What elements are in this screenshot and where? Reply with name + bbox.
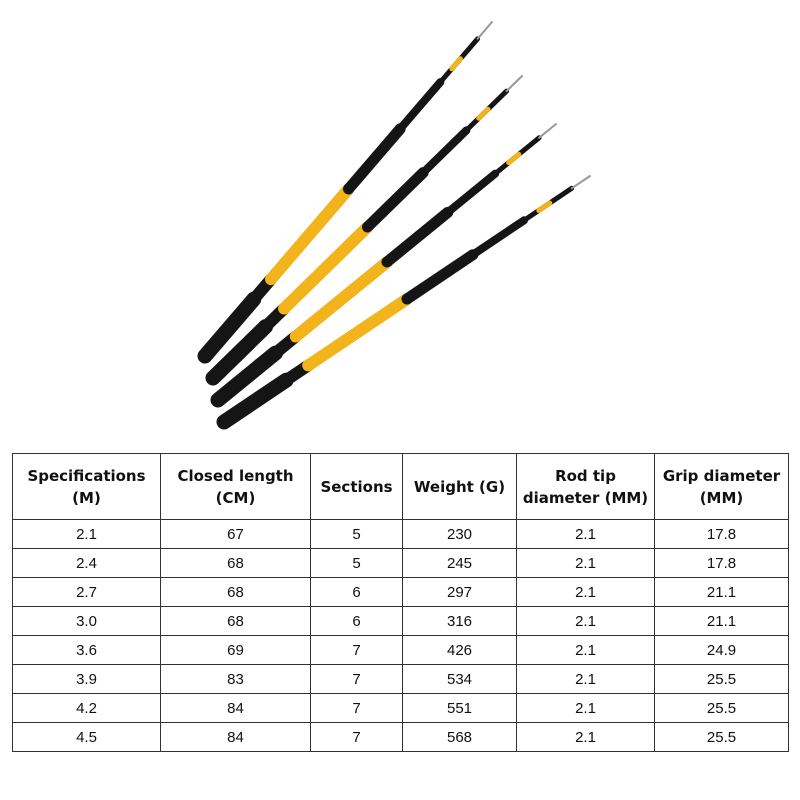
rod-tip bbox=[538, 123, 557, 139]
rod-grip bbox=[216, 372, 294, 430]
table-cell: 230 bbox=[402, 519, 517, 549]
table-cell: 25.5 bbox=[654, 693, 789, 723]
rod-label bbox=[536, 200, 553, 213]
table-cell: 7 bbox=[310, 635, 403, 665]
table-cell: 25.5 bbox=[654, 664, 789, 694]
rod-label bbox=[449, 56, 463, 72]
table-cell: 5 bbox=[310, 548, 403, 578]
rod-section bbox=[396, 78, 445, 133]
column-header: Rod tip diameter (MM) bbox=[516, 453, 655, 520]
table-cell: 2.1 bbox=[516, 606, 655, 636]
table-cell: 68 bbox=[160, 606, 311, 636]
table-cell: 68 bbox=[160, 548, 311, 578]
table-cell: 21.1 bbox=[654, 577, 789, 607]
rod-yellow-section bbox=[278, 221, 374, 315]
table-cell: 568 bbox=[402, 722, 517, 752]
table-cell: 21.1 bbox=[654, 606, 789, 636]
table-cell: 2.1 bbox=[516, 722, 655, 752]
rod-label bbox=[506, 151, 522, 166]
fishing-rods-image bbox=[197, 21, 591, 430]
table-cell: 426 bbox=[402, 635, 517, 665]
table-cell: 2.1 bbox=[516, 577, 655, 607]
table-cell: 2.1 bbox=[516, 664, 655, 694]
rod-section bbox=[362, 167, 429, 233]
table-cell: 7 bbox=[310, 722, 403, 752]
rod-grip bbox=[205, 319, 274, 386]
rod-tip bbox=[570, 175, 591, 190]
table-row: 3.0 68 6 316 2.1 21.1 bbox=[12, 606, 789, 636]
table-cell: 297 bbox=[402, 577, 517, 607]
table-cell: 7 bbox=[310, 693, 403, 723]
table-cell: 3.9 bbox=[12, 664, 161, 694]
table-cell: 3.6 bbox=[12, 635, 161, 665]
rod-yellow-section bbox=[265, 183, 355, 286]
table-cell: 245 bbox=[402, 548, 517, 578]
table-cell: 4.2 bbox=[12, 693, 161, 723]
rod-section bbox=[381, 206, 454, 268]
spec-table: Specifications (M) Closed length (CM) Sect… bbox=[12, 453, 789, 752]
table-cell: 6 bbox=[310, 606, 403, 636]
table-cell: 2.1 bbox=[516, 548, 655, 578]
table-cell: 551 bbox=[402, 693, 517, 723]
rod-section bbox=[468, 216, 529, 259]
table-cell: 2.1 bbox=[516, 693, 655, 723]
table-cell: 84 bbox=[160, 693, 311, 723]
rod-grip bbox=[197, 291, 262, 364]
rod-section bbox=[419, 126, 471, 177]
rod-section bbox=[443, 169, 500, 217]
table-cell: 316 bbox=[402, 606, 517, 636]
table-cell: 4.5 bbox=[12, 722, 161, 752]
column-header: Closed length (CM) bbox=[160, 453, 311, 520]
table-row: 4.5 84 7 568 2.1 25.5 bbox=[12, 722, 789, 752]
column-header: Weight (G) bbox=[402, 453, 517, 520]
rod-yellow-section bbox=[289, 256, 393, 343]
table-cell: 67 bbox=[160, 519, 311, 549]
table-cell: 68 bbox=[160, 577, 311, 607]
rod-section bbox=[343, 123, 406, 195]
column-header: Sections bbox=[310, 453, 403, 520]
table-cell: 25.5 bbox=[654, 722, 789, 752]
table-cell: 7 bbox=[310, 664, 403, 694]
column-header: Specifications (M) bbox=[12, 453, 161, 520]
rod-tip bbox=[505, 75, 523, 93]
table-cell: 84 bbox=[160, 722, 311, 752]
table-row: 2.1 67 5 230 2.1 17.8 bbox=[12, 519, 789, 549]
table-cell: 3.0 bbox=[12, 606, 161, 636]
rod-label bbox=[476, 106, 491, 121]
table-cell: 5 bbox=[310, 519, 403, 549]
rod-section bbox=[401, 249, 479, 305]
table-cell: 6 bbox=[310, 577, 403, 607]
table-cell: 69 bbox=[160, 635, 311, 665]
table-cell: 2.4 bbox=[12, 548, 161, 578]
table-cell: 2.1 bbox=[12, 519, 161, 549]
table-cell: 2.7 bbox=[12, 577, 161, 607]
table-cell: 17.8 bbox=[654, 519, 789, 549]
table-header-row: Specifications (M) Closed length (CM) Sect… bbox=[12, 453, 789, 520]
table-cell: 83 bbox=[160, 664, 311, 694]
table-cell: 24.9 bbox=[654, 635, 789, 665]
rod-tip bbox=[476, 21, 493, 40]
table-cell: 2.1 bbox=[516, 635, 655, 665]
table-cell: 534 bbox=[402, 664, 517, 694]
table-row: 2.7 68 6 297 2.1 21.1 bbox=[12, 577, 789, 607]
table-row: 3.6 69 7 426 2.1 24.9 bbox=[12, 635, 789, 665]
column-header: Grip diameter (MM) bbox=[654, 453, 789, 520]
table-row: 3.9 83 7 534 2.1 25.5 bbox=[12, 664, 789, 694]
table-row: 4.2 84 7 551 2.1 25.5 bbox=[12, 693, 789, 723]
rod-grip bbox=[210, 345, 283, 408]
table-cell: 2.1 bbox=[516, 519, 655, 549]
table-row: 2.4 68 5 245 2.1 17.8 bbox=[12, 548, 789, 578]
rod-yellow-section bbox=[302, 293, 413, 372]
table-cell: 17.8 bbox=[654, 548, 789, 578]
